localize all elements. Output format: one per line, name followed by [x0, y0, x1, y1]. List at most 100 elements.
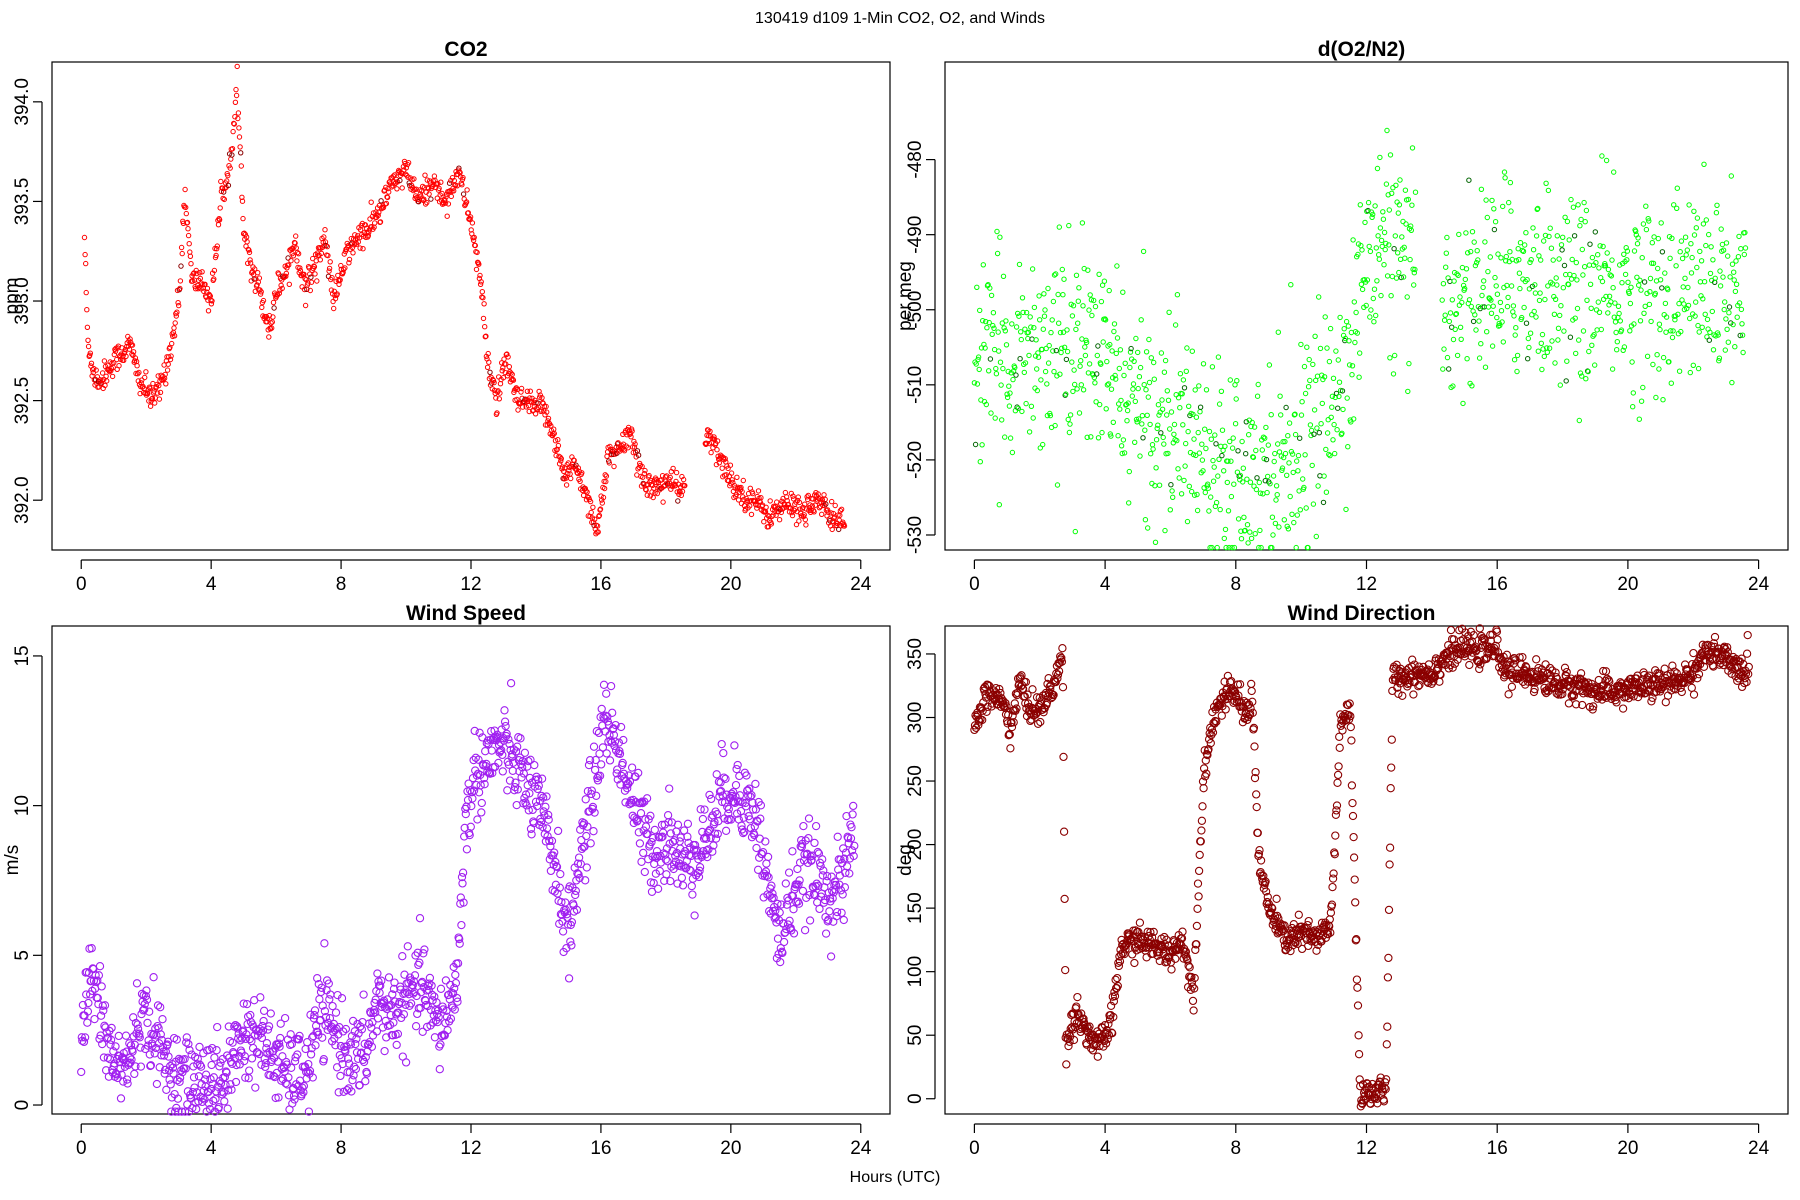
co2-point [216, 217, 223, 223]
o2-point [1381, 262, 1387, 268]
o2-point [1513, 325, 1519, 331]
co2-point [342, 265, 348, 271]
co2-point [218, 188, 225, 195]
wind-speed-point [695, 863, 705, 872]
o2-point [1559, 247, 1565, 253]
wind-speed-point [427, 981, 436, 990]
co2-point [188, 261, 194, 267]
wind-speed-point [668, 846, 677, 856]
wind-speed-point [93, 993, 102, 1003]
wind-speed-point [737, 825, 747, 834]
o2-point [1554, 282, 1560, 288]
co2-point [175, 300, 181, 306]
o2-point [1402, 187, 1409, 193]
co2-point [431, 173, 438, 179]
wind-speed-point [552, 862, 562, 872]
co2-point [171, 333, 178, 339]
wind-speed-point [384, 973, 394, 982]
co2-point [104, 378, 110, 384]
o2-point [1574, 305, 1581, 312]
o2-point [1310, 501, 1317, 507]
wind-direction-point [1270, 915, 1279, 925]
o2-point [1599, 153, 1605, 159]
co2-point [199, 269, 205, 275]
co2-point [218, 178, 224, 185]
co2-point [84, 324, 91, 330]
o2-point [1078, 358, 1084, 364]
o2-point [1147, 421, 1153, 428]
wind-speed-point [457, 872, 467, 882]
o2-point [1707, 329, 1713, 335]
o2-point [1050, 348, 1056, 354]
wind-speed-point [480, 780, 489, 789]
wind-speed-point [848, 810, 857, 819]
wind-speed-point [508, 766, 517, 775]
o2-point [1591, 332, 1597, 338]
wind-speed-point [388, 990, 397, 999]
o2-point [1115, 433, 1121, 439]
o2-point [1308, 427, 1315, 434]
o2-point [1254, 393, 1261, 399]
o2-point [1677, 249, 1683, 255]
wind-speed-point [441, 976, 451, 985]
co2-point [424, 199, 430, 206]
o2-point [1615, 303, 1622, 309]
wind-direction-point [1065, 1037, 1074, 1046]
o2-point [1262, 478, 1269, 484]
o2-point [1703, 217, 1710, 223]
wind-speed-point [182, 1038, 191, 1047]
wind-speed-point [665, 784, 674, 793]
co2-point [167, 356, 174, 363]
o2-point [1193, 414, 1200, 420]
o2-point [992, 415, 998, 421]
o2-point [1727, 274, 1733, 280]
wind-speed-point [99, 1053, 109, 1062]
o2-point [1306, 356, 1312, 363]
o2-point [1227, 438, 1233, 445]
o2-point [1028, 324, 1034, 330]
co2-point [838, 506, 845, 512]
o2-point [1674, 185, 1681, 191]
o2-point [1326, 358, 1333, 365]
wind-speed-point [773, 899, 782, 909]
o2-point [1074, 386, 1080, 392]
co2-point [229, 152, 235, 158]
co2-point [137, 390, 143, 397]
wind-speed-point [390, 978, 399, 987]
o2-point [1243, 451, 1249, 457]
o2-point [1637, 318, 1644, 324]
o2-point [1292, 411, 1298, 417]
wind-speed-title: Wind Speed [406, 602, 526, 625]
wind-speed-point [334, 1088, 343, 1097]
o2-point [983, 401, 989, 408]
co2-point [185, 232, 192, 239]
wind-direction-point [1121, 945, 1130, 954]
wind-speed-point [749, 805, 758, 814]
o2-x-tick-label: 24 [1748, 574, 1770, 595]
co2-point [482, 324, 488, 330]
co2-point [510, 377, 517, 383]
wind-speed-point [589, 827, 598, 836]
co2-point [174, 309, 180, 315]
o2-point [1317, 345, 1324, 352]
o2-point [1237, 472, 1244, 479]
o2-point [1309, 462, 1315, 469]
o2-point [1257, 490, 1264, 496]
co2-point [312, 271, 318, 277]
o2-point [1269, 544, 1275, 551]
wind-speed-point [100, 1001, 110, 1010]
o2-point [1659, 285, 1665, 291]
co2-point [171, 325, 177, 331]
wind-speed-point [95, 962, 105, 971]
wind-speed-point [93, 976, 102, 985]
figure-xlabel: Hours (UTC) [850, 1169, 941, 1186]
o2-point [1325, 417, 1331, 423]
wind-speed-point [721, 774, 730, 783]
wind-speed-point [299, 1081, 309, 1091]
wind-direction-point [1047, 689, 1057, 699]
o2-point [1208, 436, 1215, 442]
wind-speed-point [594, 728, 604, 738]
co2-point [82, 251, 88, 258]
wind-speed-plot-box [51, 625, 891, 1115]
o2-point [1298, 412, 1305, 418]
